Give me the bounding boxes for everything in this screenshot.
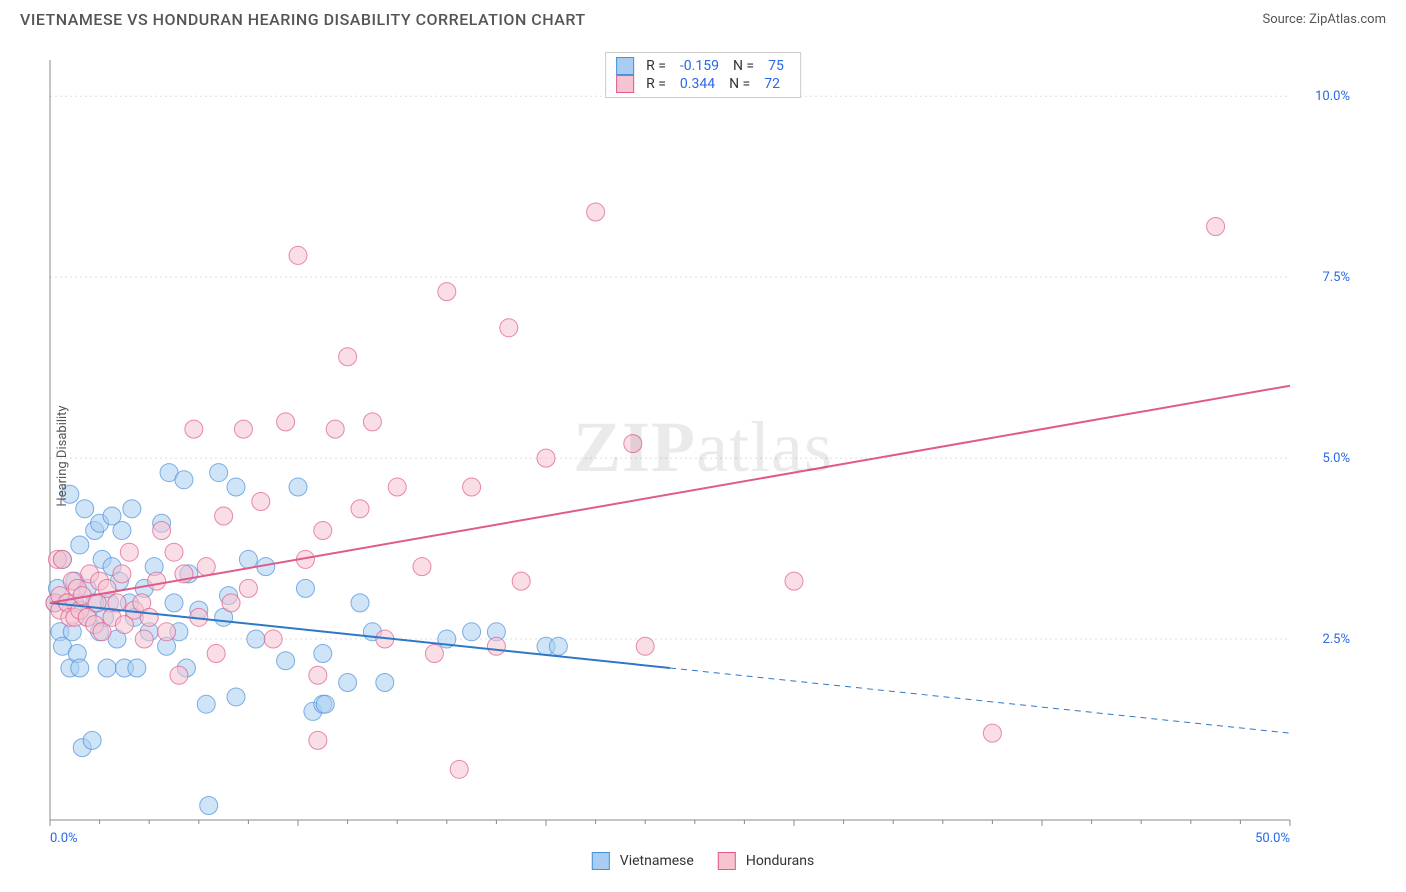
source-link[interactable]: ZipAtlas.com [1309, 12, 1386, 27]
legend-item-vietnamese: Vietnamese [592, 852, 694, 870]
source-attribution: Source: ZipAtlas.com [1262, 12, 1386, 27]
svg-text:2.5%: 2.5% [1322, 632, 1350, 647]
legend-row-hondurans: R = 0.344 N = 72 [616, 75, 790, 93]
n-value-vietnamese: 75 [768, 58, 784, 74]
y-axis-label: Hearing Disability [55, 405, 70, 506]
swatch-hondurans [616, 75, 634, 93]
correlation-legend: R = -0.159 N = 75 R = 0.344 N = 72 [605, 52, 801, 98]
svg-text:10.0%: 10.0% [1315, 89, 1350, 104]
legend-item-hondurans: Hondurans [718, 852, 814, 870]
svg-text:0.0%: 0.0% [50, 831, 78, 846]
swatch-vietnamese-icon [592, 852, 610, 870]
swatch-vietnamese [616, 57, 634, 75]
swatch-hondurans-icon [718, 852, 736, 870]
chart-title: VIETNAMESE VS HONDURAN HEARING DISABILIT… [20, 10, 586, 29]
svg-text:50.0%: 50.0% [1255, 831, 1290, 846]
n-value-hondurans: 72 [764, 76, 780, 92]
scatter-chart: 2.5% 5.0% 7.5% 10.0% 0.0% 50.0% [20, 40, 1360, 860]
svg-text:5.0%: 5.0% [1322, 451, 1350, 466]
source-label: Source: [1262, 12, 1309, 27]
chart-area: Hearing Disability 2.5% 5.0% 7.5% 10.0% 0.0%… [20, 40, 1386, 872]
svg-text:7.5%: 7.5% [1322, 270, 1350, 285]
series-legend: Vietnamese Hondurans [592, 852, 814, 870]
r-value-hondurans: 0.344 [680, 76, 715, 92]
r-value-vietnamese: -0.159 [680, 58, 719, 74]
legend-row-vietnamese: R = -0.159 N = 75 [616, 57, 790, 75]
